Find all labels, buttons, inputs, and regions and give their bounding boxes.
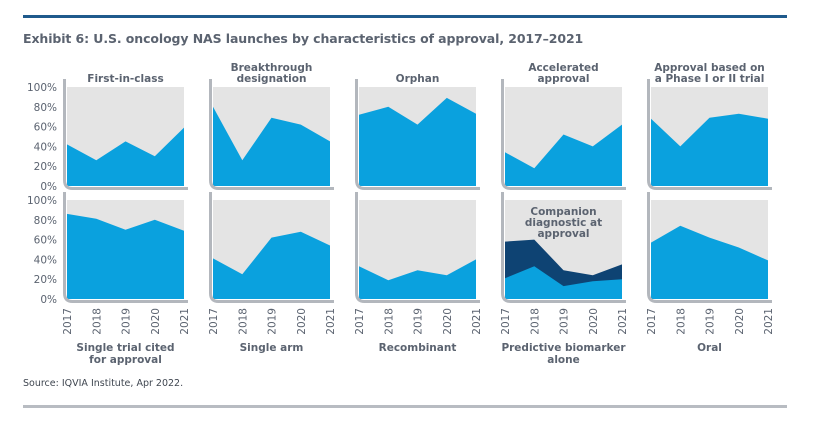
area-series-recombinant — [359, 259, 476, 299]
y-tick-label: 40% — [34, 141, 57, 153]
axis-line — [501, 192, 626, 303]
axis-line — [647, 79, 772, 190]
x-tick-label: 2021 — [325, 308, 337, 335]
panel-title: Oral — [697, 342, 722, 354]
axis-line — [647, 192, 772, 303]
panel-title: Accelerated — [528, 62, 598, 74]
panel-title: designation — [237, 73, 307, 85]
area-series-oral — [651, 225, 768, 299]
area-series-breakthrough-designation — [213, 106, 330, 186]
x-tick-label: 2021 — [617, 308, 629, 335]
axis-line — [63, 79, 188, 190]
panel-single-trial-cited-for-approval: 0% 20% 40% 60% 80% 100% 2017 2018 2019 2020 2021 Si… — [27, 192, 191, 366]
x-tick-label: 2017 — [208, 308, 220, 335]
x-tick-label: 2017 — [500, 308, 512, 335]
axis-line — [501, 79, 626, 190]
panel-first-in-class: 0% 20% 40% 60% 80% 100% First-in-class — [27, 73, 188, 193]
series-label: approval — [537, 228, 589, 240]
x-tick-label: 2017 — [354, 308, 366, 335]
y-tick-label: 80% — [34, 102, 57, 114]
x-tick-label: 2021 — [471, 308, 483, 335]
x-tick-label: 2018 — [529, 308, 541, 335]
y-tick-label: 100% — [27, 195, 57, 207]
axis-line — [209, 192, 334, 303]
x-tick-label: 2019 — [559, 308, 571, 335]
y-tick-label: 80% — [34, 215, 57, 227]
x-tick-label: 2018 — [675, 308, 687, 335]
panel-recombinant: 2017 2018 2019 2020 2021 Recombinant — [354, 192, 483, 354]
panel-single-arm: 2017 2018 2019 2020 2021 Single arm — [208, 192, 337, 354]
x-tick-label: 2020 — [442, 308, 454, 335]
panel-title: Single trial cited — [76, 342, 174, 354]
area-series-approval-based-on-a-phase-i-or-ii-trial — [651, 113, 768, 186]
x-tick-label: 2018 — [91, 308, 103, 335]
panel-oral: 2017 2018 2019 2020 2021 Oral — [646, 192, 775, 354]
y-tick-label: 0% — [40, 294, 57, 306]
axis-line — [355, 79, 480, 190]
area-series-accelerated-approval — [505, 124, 622, 186]
panel-title: approval — [537, 73, 589, 85]
panel-title: alone — [547, 354, 580, 366]
area-series-single-arm — [213, 231, 330, 299]
x-tick-label: 2020 — [588, 308, 600, 335]
panel-approval-based-on-a-phase-i-or-ii-trial: Approval based ona Phase I or II trial — [647, 62, 772, 190]
axis-line — [355, 192, 480, 303]
x-tick-label: 2020 — [734, 308, 746, 335]
panel-title: Orphan — [396, 73, 440, 85]
y-tick-label: 20% — [34, 274, 57, 286]
area-series-orphan — [359, 97, 476, 186]
axis-line — [209, 79, 334, 190]
x-tick-label: 2021 — [763, 308, 775, 335]
panel-title: for approval — [89, 354, 162, 366]
x-tick-label: 2019 — [705, 308, 717, 335]
panel-title: Recombinant — [379, 342, 457, 354]
panel-title: Predictive biomarker — [501, 342, 626, 354]
source-note: Source: IQVIA Institute, Apr 2022. — [23, 378, 184, 389]
panel-title: Approval based on — [654, 62, 765, 74]
x-tick-label: 2018 — [237, 308, 249, 335]
area-series-predictive-biomarker-alone — [505, 266, 622, 299]
y-tick-label: 100% — [27, 82, 57, 94]
x-tick-label: 2019 — [267, 308, 279, 335]
x-tick-label: 2017 — [646, 308, 658, 335]
area-series-single-trial-cited-for-approval — [67, 213, 184, 299]
exhibit-title: Exhibit 6: U.S. oncology NAS launches by… — [23, 31, 584, 46]
panel-title: a Phase I or II trial — [655, 73, 765, 85]
area-series-first-in-class — [67, 127, 184, 186]
axis-line — [63, 192, 188, 303]
x-tick-label: 2019 — [121, 308, 133, 335]
panel-title: First-in-class — [87, 73, 163, 85]
panel-title: Single arm — [240, 342, 304, 354]
x-tick-label: 2019 — [413, 308, 425, 335]
series-label: diagnostic at — [525, 217, 602, 229]
y-tick-label: 40% — [34, 254, 57, 266]
x-tick-label: 2020 — [150, 308, 162, 335]
x-tick-label: 2017 — [62, 308, 74, 335]
y-tick-label: 60% — [34, 235, 57, 247]
x-tick-label: 2018 — [383, 308, 395, 335]
x-tick-label: 2021 — [179, 308, 191, 335]
y-tick-label: 20% — [34, 161, 57, 173]
panel-title: Breakthrough — [231, 62, 313, 74]
y-tick-label: 60% — [34, 122, 57, 134]
panel-orphan: Orphan — [355, 73, 480, 190]
panel-predictive-biomarker-alone: 2017 2018 2019 2020 2021 Predictive biomarker… — [500, 192, 629, 366]
series-label: Companion — [530, 206, 596, 218]
y-tick-label: 0% — [40, 181, 57, 193]
x-tick-label: 2020 — [296, 308, 308, 335]
footer-rule — [23, 405, 787, 408]
header-rule — [23, 15, 787, 18]
